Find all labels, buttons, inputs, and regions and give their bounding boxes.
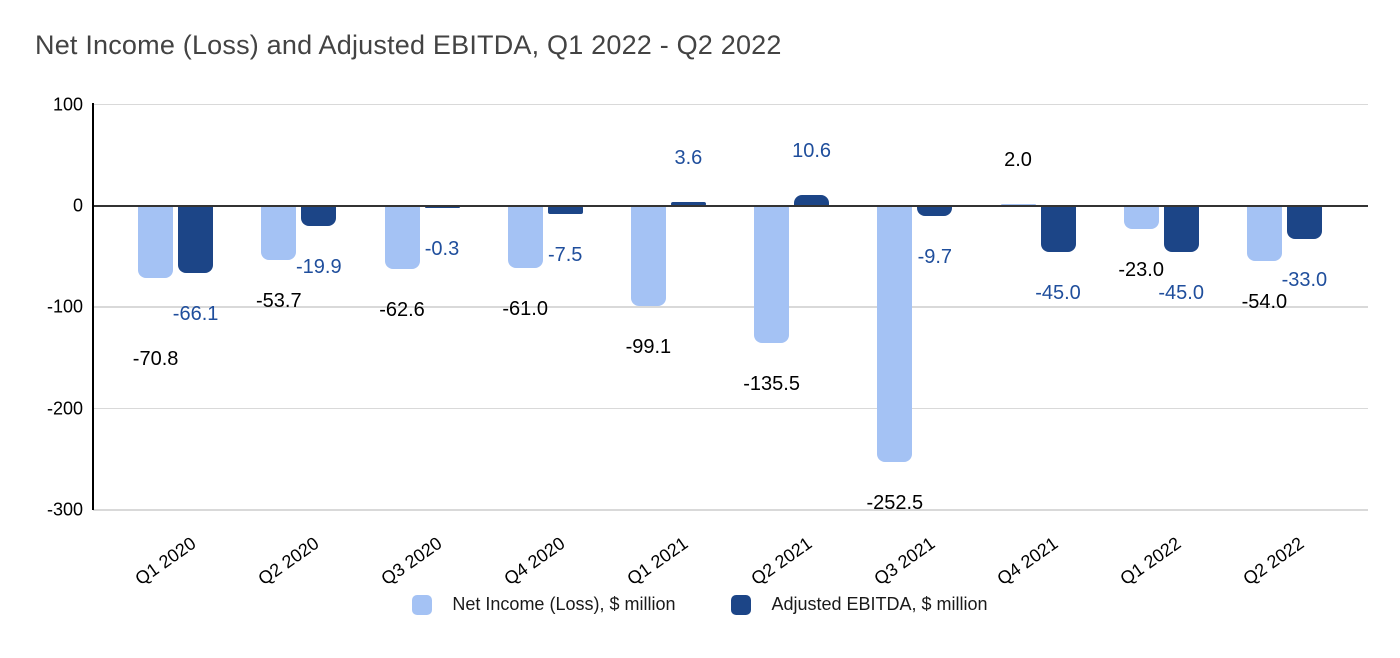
bar-net-income <box>1246 206 1282 261</box>
value-label-ebitda: -66.1 <box>172 302 219 325</box>
legend-label: Net Income (Loss), $ million <box>452 594 676 614</box>
bar-net-income <box>261 206 297 261</box>
y-tick-label: 100 <box>52 94 83 115</box>
bar-net-income <box>877 206 913 462</box>
bar-ebitda <box>670 202 706 206</box>
bar-ebitda <box>794 195 830 206</box>
value-label-net-income: -23.0 <box>1118 259 1164 282</box>
gridline <box>93 407 1368 410</box>
legend-item-net-income: Net Income (Loss), $ million <box>412 594 675 615</box>
legend-label: Adjusted EBITDA, $ million <box>771 594 988 614</box>
bar-ebitda <box>1163 206 1199 252</box>
value-label-ebitda: -7.5 <box>547 243 583 266</box>
y-tick-label: -200 <box>46 398 83 419</box>
bar-net-income <box>384 206 420 270</box>
bar-ebitda <box>547 206 583 214</box>
value-label-ebitda: -9.7 <box>917 245 953 268</box>
y-tick-label: 0 <box>72 195 83 216</box>
gridline <box>93 508 1368 511</box>
legend-swatch-icon <box>412 594 433 615</box>
legend-swatch-icon <box>731 594 752 615</box>
value-label-net-income: -70.8 <box>132 347 179 370</box>
value-label-ebitda: -0.3 <box>424 237 460 260</box>
value-label-ebitda: -33.0 <box>1281 269 1328 292</box>
value-label-net-income: -135.5 <box>743 373 800 396</box>
legend: Net Income (Loss), $ million Adjusted EBI… <box>0 594 1400 615</box>
value-label-net-income: 2.0 <box>1004 148 1032 171</box>
bar-net-income <box>1123 206 1159 230</box>
bar-ebitda <box>1040 206 1076 252</box>
bar-net-income <box>138 206 174 278</box>
value-label-net-income: -62.6 <box>379 299 425 322</box>
chart-title: Net Income (Loss) and Adjusted EBITDA, Q… <box>35 30 782 60</box>
bar-net-income <box>507 206 543 268</box>
bar-ebitda <box>178 206 214 273</box>
y-tick-label: -300 <box>46 499 83 520</box>
value-label-ebitda: -19.9 <box>296 256 342 279</box>
gridline <box>93 306 1368 308</box>
bar-net-income <box>630 206 666 307</box>
value-label-net-income: -61.0 <box>502 297 548 320</box>
gridline <box>93 103 1368 106</box>
value-label-net-income: -53.7 <box>256 290 302 313</box>
value-label-net-income: -99.1 <box>625 336 672 359</box>
bar-net-income <box>754 206 790 344</box>
zero-line <box>93 204 1368 207</box>
y-axis-line <box>92 102 94 510</box>
bar-ebitda <box>917 206 953 216</box>
bar-ebitda <box>301 206 337 227</box>
y-tick-label: -100 <box>46 296 83 317</box>
value-label-ebitda: -45.0 <box>1158 281 1204 304</box>
value-label-net-income: -252.5 <box>866 491 924 514</box>
value-label-ebitda: -45.0 <box>1035 281 1081 304</box>
value-label-ebitda: 10.6 <box>792 140 832 163</box>
bar-ebitda <box>1286 206 1322 240</box>
value-label-net-income: -54.0 <box>1241 290 1288 313</box>
legend-item-ebitda: Adjusted EBITDA, $ million <box>731 594 988 615</box>
value-label-ebitda: 3.6 <box>674 147 703 170</box>
